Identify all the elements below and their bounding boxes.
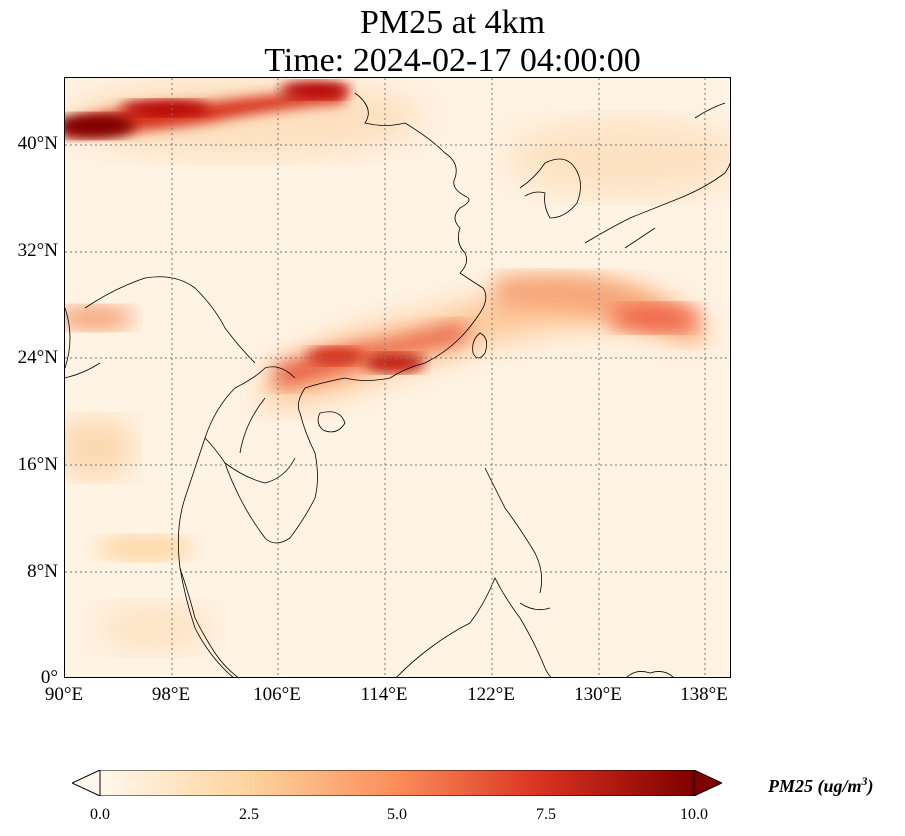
coastline-korea bbox=[519, 158, 581, 219]
lat-tick-16: 16°N bbox=[17, 454, 58, 475]
colorbar-title-text: PM25 (ug/m bbox=[768, 776, 862, 796]
pm25-peak-north-west bbox=[65, 114, 135, 138]
lat-tick-40: 40°N bbox=[17, 133, 58, 154]
colorbar-tick-10: 10.0 bbox=[680, 806, 708, 823]
pm25-plume-north-band bbox=[65, 88, 345, 138]
colorbar-title: PM25 (ug/m3) bbox=[768, 774, 874, 797]
pm25-peak-coast bbox=[365, 353, 425, 373]
coastlines bbox=[65, 92, 730, 677]
pm25-peak-east-sea bbox=[610, 304, 700, 332]
title-line2: Time: 2024-02-17 04:00:00 bbox=[264, 42, 641, 79]
colorbar-gradient bbox=[99, 770, 695, 796]
coastline-china-east bbox=[304, 92, 487, 389]
lon-tick-130: 130°E bbox=[574, 684, 622, 705]
lon-tick-114: 114°E bbox=[360, 684, 408, 705]
pm25-plume-southern-sea bbox=[95, 603, 215, 653]
colorbar-tick-7-5: 7.5 bbox=[536, 806, 556, 823]
title-line1: PM25 at 4km bbox=[359, 4, 546, 41]
coastline-hainan bbox=[317, 411, 346, 433]
pm25-plume-west bbox=[65, 306, 135, 330]
pm25-plume-pacific-north bbox=[505, 118, 730, 198]
lat-tick-32: 32°N bbox=[17, 240, 58, 261]
coastline-india-east bbox=[65, 307, 101, 379]
lat-tick-0: 0° bbox=[40, 667, 58, 688]
coastline-malay bbox=[179, 567, 239, 677]
lon-tick-138: 138°E bbox=[680, 684, 728, 705]
colorbar-extend-max bbox=[693, 770, 722, 796]
lon-tick-98: 98°E bbox=[151, 684, 191, 705]
colorbar-tick-0: 0.0 bbox=[90, 806, 110, 823]
pm25-peak-inland bbox=[307, 347, 363, 365]
lat-tick-8: 8°N bbox=[27, 561, 58, 582]
colorbar bbox=[72, 770, 722, 796]
pm25-plume-south bbox=[95, 536, 195, 560]
lat-tick-24: 24°N bbox=[17, 347, 58, 368]
lon-tick-122: 122°E bbox=[467, 684, 515, 705]
colorbar-tick-2-5: 2.5 bbox=[239, 806, 259, 823]
graticule bbox=[65, 78, 730, 677]
coastline-japan bbox=[584, 102, 730, 249]
colorbar-title-exponent: 3 bbox=[861, 774, 868, 788]
pm25-peak-north-east bbox=[280, 81, 350, 99]
pm25-plume-southwest bbox=[65, 418, 135, 478]
pm25-map bbox=[64, 77, 731, 678]
pm25-peak-north-mid bbox=[120, 100, 210, 116]
lon-tick-106: 106°E bbox=[253, 684, 301, 705]
plot-title: PM25 at 4km Time: 2024-02-17 04:00:00 bbox=[0, 4, 905, 80]
pm25-plume-central-band bbox=[275, 323, 465, 388]
border-mainland bbox=[84, 276, 296, 484]
coastline-borneo bbox=[396, 577, 552, 677]
coastline-taiwan bbox=[472, 332, 488, 359]
map-canvas bbox=[65, 78, 730, 677]
colorbar-extend-min bbox=[72, 770, 101, 796]
coastline-newguinea bbox=[626, 671, 674, 677]
colorbar-title-end: ) bbox=[867, 776, 874, 796]
coastline-philippines bbox=[484, 467, 551, 611]
pm25-field bbox=[65, 78, 730, 653]
colorbar-tick-5: 5.0 bbox=[387, 806, 407, 823]
lon-tick-90: 90°E bbox=[44, 684, 84, 705]
